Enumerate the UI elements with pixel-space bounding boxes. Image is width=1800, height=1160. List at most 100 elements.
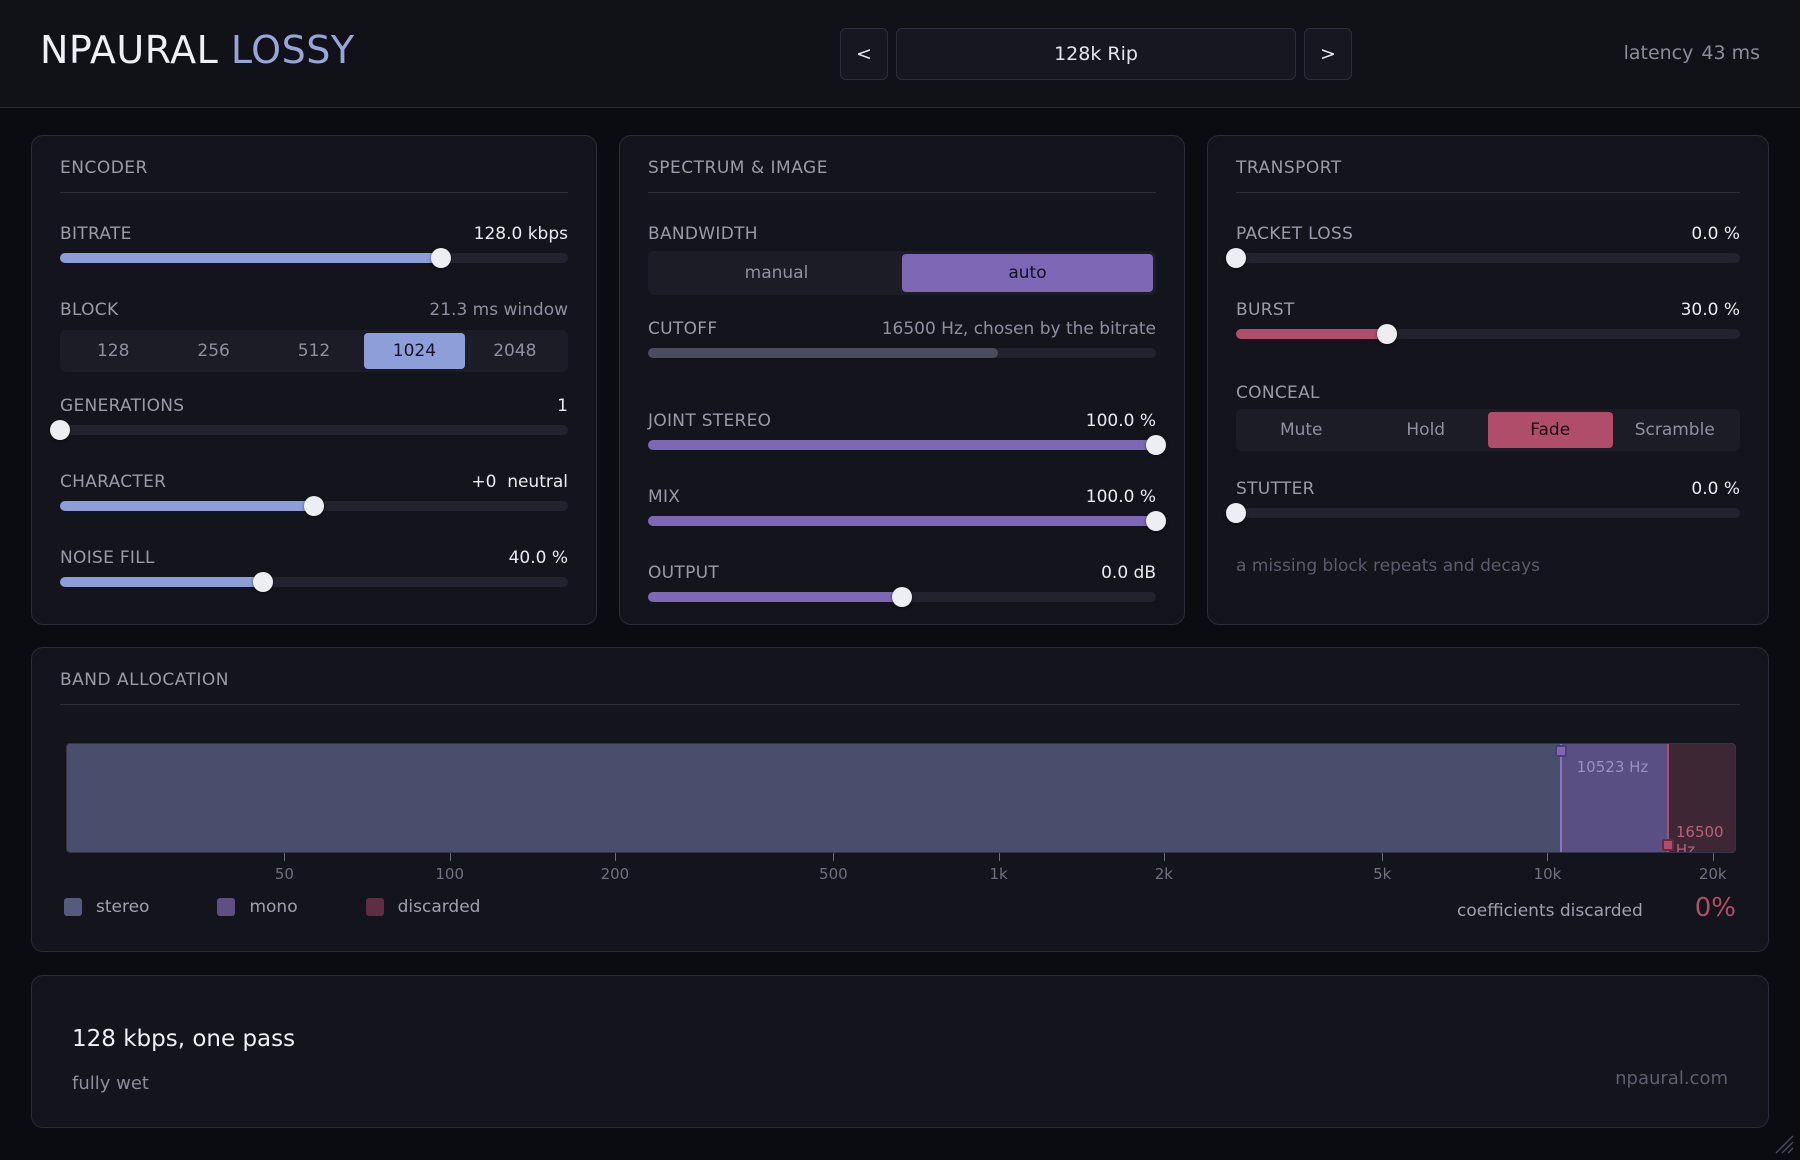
resize-grip-icon[interactable] [1772,1132,1794,1154]
latency-value: 43 ms [1701,42,1760,64]
bandwidth-selector: manual auto [648,251,1156,295]
block-option-256[interactable]: 256 [197,341,230,361]
block-control: BLOCK 21.3 ms window 128 256 512 1024 20… [60,300,568,400]
axis-tick [1712,853,1714,861]
block-option-1024[interactable]: 1024 [364,333,465,369]
encoder-title: ENCODER [60,158,568,193]
block-option-2048[interactable]: 2048 [493,341,537,361]
legend-label-mono: mono [249,897,298,917]
axis-tick-label: 500 [819,865,848,883]
noise-fill-fill [60,577,264,587]
packet-loss-knob[interactable] [1226,248,1246,268]
burst-knob[interactable] [1377,324,1398,344]
spectrum-title: SPECTRUM & IMAGE [648,158,1156,193]
mix-knob[interactable] [1146,511,1166,531]
stutter-control: STUTTER 0.0 % [1226,479,1740,531]
joint-stereo-slider[interactable] [648,435,1166,455]
bandwidth-option-auto[interactable]: auto [902,254,1153,292]
axis-tick [1382,853,1384,861]
encoder-panel: ENCODER BITRATE 128.0 kbps BLOCK 21.3 ms… [31,135,597,625]
cutoff-label: CUTOFF [648,319,718,339]
latency-readout: latency 43 ms [1624,42,1760,64]
character-knob[interactable] [304,496,324,516]
brand-primary: NPAURAL [40,28,219,72]
site-link[interactable]: npaural.com [1615,1068,1728,1089]
mono-boundary-line [1559,744,1562,852]
axis-tick-label: 2k [1154,865,1173,883]
bandwidth-option-manual[interactable]: manual [744,263,809,283]
bitrate-label: BITRATE [60,224,132,244]
burst-slider[interactable] [1236,324,1740,344]
axis-tick [284,853,286,861]
cutoff-boundary-line [1666,744,1669,852]
discarded-label: coefficients discarded [1457,901,1643,921]
output-fill [648,592,902,602]
character-control: CHARACTER +0 neutral [60,472,568,524]
stutter-slider[interactable] [1226,503,1740,523]
generations-value: 1 [557,396,568,416]
noise-fill-slider[interactable] [60,572,568,592]
block-option-512[interactable]: 512 [297,341,331,361]
brand-secondary: LOSSY [230,28,355,72]
mix-slider[interactable] [648,511,1166,531]
block-option-128[interactable]: 128 [96,341,130,361]
character-slider[interactable] [60,496,568,516]
joint-stereo-value: 100.0 % [1085,411,1156,431]
joint-stereo-fill [648,440,1156,450]
legend-item-stereo: stereo [64,897,149,917]
axis-tick-label: 5k [1373,865,1392,883]
output-knob[interactable] [892,587,912,607]
bitrate-control: BITRATE 128.0 kbps [60,224,568,276]
noise-fill-knob[interactable] [253,572,274,592]
transport-panel: TRANSPORT PACKET LOSS 0.0 % BURST 30.0 %… [1207,135,1769,625]
band-legend: stereo mono discarded [64,897,548,917]
conceal-control: CONCEAL Mute Hold Fade Scramble [1236,383,1740,463]
transport-title: TRANSPORT [1236,158,1740,193]
bitrate-knob[interactable] [431,248,451,268]
block-label: BLOCK [60,300,119,320]
axis-tick [1163,853,1165,861]
band-allocation-title: BAND ALLOCATION [60,670,1740,705]
conceal-option-mute[interactable]: Mute [1279,420,1323,440]
band-allocation-panel: BAND ALLOCATION 10523 Hz 16500 Hz 50 100 2… [31,647,1769,952]
cutoff-boundary-label: 16500 Hz [1675,823,1724,853]
cutoff-value: 16500 Hz, chosen by the bitrate [881,319,1156,339]
conceal-option-scramble[interactable]: Scramble [1634,420,1715,440]
block-value: 21.3 ms window [429,300,568,320]
next-preset-button[interactable]: > [1304,28,1352,80]
legend-swatch-stereo [64,898,82,916]
axis-tick [998,853,1000,861]
conceal-option-hold[interactable]: Hold [1406,420,1446,440]
generations-slider[interactable] [50,420,568,440]
joint-stereo-knob[interactable] [1146,435,1166,455]
packet-loss-value: 0.0 % [1691,224,1740,244]
bitrate-fill [60,253,441,263]
generations-knob[interactable] [50,420,70,440]
prev-preset-button[interactable]: < [840,28,888,80]
cutoff-control: CUTOFF 16500 Hz, chosen by the bitrate [648,319,1156,371]
bitrate-slider[interactable] [60,248,568,268]
cutoff-meter [648,348,1156,358]
mono-boundary-label: 10523 Hz [1576,758,1649,776]
cutoff-fill [648,348,998,358]
legend-item-mono: mono [217,897,298,917]
noise-fill-value: 40.0 % [508,548,568,568]
output-slider[interactable] [648,587,1156,607]
bandwidth-label: BANDWIDTH [648,224,758,244]
conceal-option-fade[interactable]: Fade [1488,412,1613,448]
axis-tick [449,853,451,861]
stutter-knob[interactable] [1226,503,1246,523]
mix-label: MIX [648,487,681,507]
axis-tick [833,853,835,861]
mono-band-zone [1560,744,1668,852]
preset-name-display[interactable]: 128k Rip [896,28,1296,80]
cutoff-boundary-handle[interactable] [1661,839,1674,851]
mono-boundary-handle[interactable] [1554,745,1567,757]
legend-item-discarded: discarded [365,897,480,917]
conceal-hint: a missing block repeats and decays [1236,556,1541,576]
status-summary: 128 kbps, one pass [72,1026,296,1052]
joint-stereo-control: JOINT STEREO 100.0 % [648,411,1166,463]
burst-label: BURST [1236,300,1295,320]
bitrate-value: 128.0 kbps [473,224,568,244]
packet-loss-slider[interactable] [1226,248,1740,268]
